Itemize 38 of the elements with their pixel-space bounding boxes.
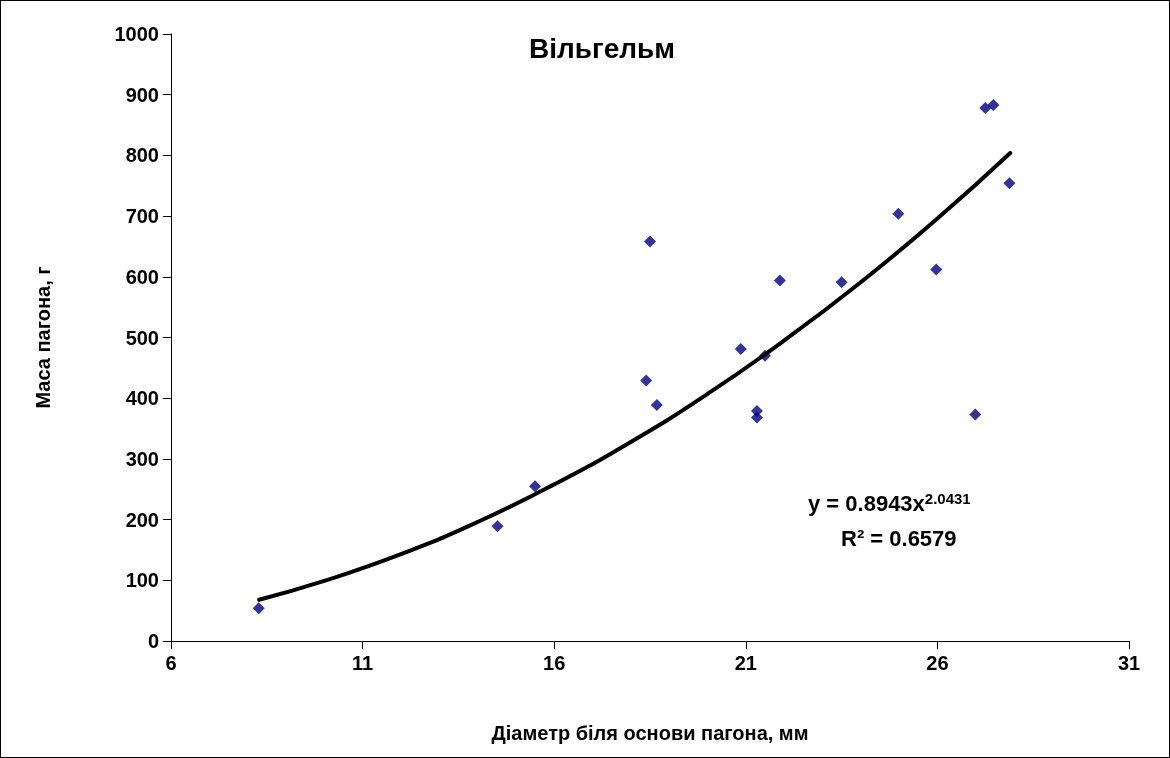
y-tick-label: 400 — [125, 387, 159, 410]
x-tick-label: 26 — [926, 652, 949, 674]
point — [773, 274, 786, 287]
annotation: R² = 0.6579 — [841, 525, 957, 551]
chart-title: Вільгельм — [529, 32, 675, 64]
point — [734, 343, 747, 356]
y-tick-label: 600 — [125, 265, 159, 288]
y-tick-label: 700 — [125, 205, 159, 228]
point — [644, 235, 656, 248]
point — [987, 99, 1000, 112]
x-tick-label: 6 — [165, 652, 177, 674]
point — [640, 374, 653, 387]
x-axis-title: Діаметр біля основи пагона, мм — [491, 722, 809, 744]
x-tick-label: 11 — [352, 652, 374, 674]
y-tick-label: 800 — [125, 144, 159, 167]
point — [529, 480, 542, 493]
y-tick-label: 100 — [125, 569, 159, 592]
y-tick-label: 200 — [125, 508, 159, 531]
y-tick-label: 900 — [125, 83, 159, 106]
point — [835, 276, 848, 289]
y-axis-title: Маса пагона, г — [32, 266, 54, 409]
y-tick-label: 1000 — [114, 23, 159, 45]
point — [650, 398, 663, 411]
point — [979, 102, 992, 115]
line-series — [257, 150, 1013, 602]
y-tick-label: 300 — [125, 447, 159, 470]
x-tick-label: 16 — [543, 652, 566, 674]
x-tick-label: 21 — [734, 652, 757, 674]
point — [930, 263, 943, 276]
point — [750, 411, 763, 424]
point — [491, 520, 504, 533]
point — [1003, 177, 1016, 190]
point — [892, 207, 905, 220]
point — [969, 408, 982, 421]
y-tick-label: 500 — [125, 326, 159, 349]
y-tick-label: 0 — [147, 630, 159, 652]
point — [252, 602, 265, 615]
x-tick-label: 31 — [1117, 652, 1141, 674]
